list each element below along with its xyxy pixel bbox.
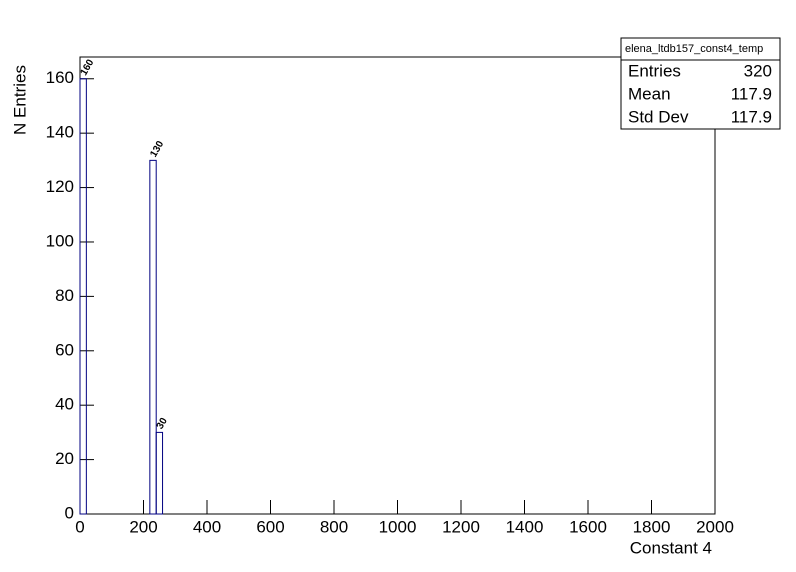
x-axis-label: Constant 4 (630, 538, 712, 557)
x-tick-label: 200 (129, 517, 157, 536)
x-tick-label: 400 (193, 517, 221, 536)
y-tick-label: 20 (55, 449, 74, 468)
stats-frame (620, 37, 781, 130)
y-tick-label: 160 (46, 68, 74, 87)
y-tick-label: 140 (46, 123, 74, 142)
stats-label: Entries (628, 61, 681, 80)
bar (155, 431, 164, 515)
y-tick-label: 0 (65, 503, 74, 522)
x-tick-label: 2000 (696, 517, 734, 536)
x-tick-label: 1200 (442, 517, 480, 536)
y-axis-label: N Entries (10, 65, 29, 135)
x-tick-label: 0 (75, 517, 84, 536)
x-tick-label: 1800 (633, 517, 671, 536)
stats-value: 117.9 (731, 84, 772, 103)
y-tick-label: 40 (55, 395, 74, 414)
y-tick-label: 120 (46, 177, 74, 196)
stats-label: Std Dev (628, 107, 689, 126)
stats-value: 117.9 (731, 107, 772, 126)
y-tick-label: 100 (46, 231, 74, 250)
bar (149, 159, 157, 515)
stats-title: elena_ltdb157_const4_temp (625, 43, 763, 55)
x-tick-label: 800 (320, 517, 348, 536)
y-tick-label: 80 (55, 286, 74, 305)
x-tick-label: 600 (256, 517, 284, 536)
bar (79, 78, 87, 515)
x-tick-label: 1000 (379, 517, 417, 536)
stats-value: 320 (744, 61, 772, 80)
x-tick-label: 1600 (569, 517, 607, 536)
y-tick-label: 60 (55, 340, 74, 359)
x-tick-label: 1400 (506, 517, 544, 536)
stats-box: elena_ltdb157_const4_temp (620, 37, 781, 130)
data-label: 30 (155, 416, 170, 432)
stats-label: Mean (628, 84, 671, 103)
